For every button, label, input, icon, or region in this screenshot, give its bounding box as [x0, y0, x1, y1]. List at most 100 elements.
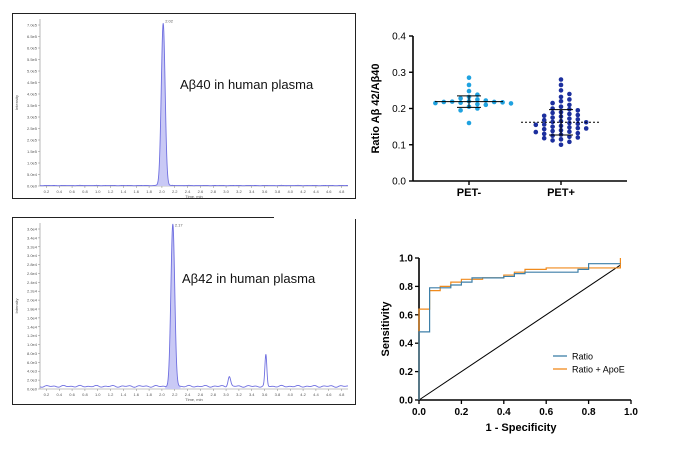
data-point [458, 100, 463, 105]
x-tick-label: 0.6 [69, 392, 75, 397]
chromatogram-top-annotation: Aβ40 in human plasma [180, 77, 314, 92]
y-tick-label: 5.5e5 [27, 57, 38, 62]
x-tick-label: PET- [457, 187, 482, 199]
y-tick-label: 1.0e4 [27, 342, 38, 347]
chromatogram-trace [39, 23, 349, 187]
peak-area-fill [165, 223, 181, 389]
y-tick-label: 3.0e4 [27, 253, 38, 258]
x-tick-label: PET+ [547, 187, 575, 199]
data-point [550, 110, 555, 116]
data-point [508, 101, 514, 106]
x-tick-label: 3.0 [223, 392, 229, 397]
y-tick-label: 1.4e4 [27, 324, 38, 329]
y-tick-label: 1.6e4 [27, 315, 38, 320]
data-point [558, 104, 564, 109]
x-tick-label: 3.8 [275, 189, 281, 194]
legend-label: Ratio [572, 352, 593, 362]
x-tick-label: 3.6 [262, 189, 268, 194]
chromatogram-bottom-svg: 0.0e0 2.0e3 4.0e3 6.0e3 8.0e3 1.0e4 1.2e4 1.4e4… [12, 217, 356, 405]
chromatogram-trace [39, 223, 349, 388]
y-axis-title: Sensitivity [380, 301, 392, 357]
x-tick-label: 1.4 [121, 189, 127, 194]
x-tick-label: 2.8 [210, 189, 216, 194]
x-tick-label: 2.0 [159, 392, 165, 397]
data-point [567, 134, 572, 140]
y-tick-label: 3.4e4 [27, 235, 38, 240]
y-tick-label: 3.6e4 [27, 227, 38, 232]
x-tick-label: 2.4 [185, 392, 191, 397]
y-tick-label: 1.8e4 [27, 307, 38, 312]
data-point [458, 96, 463, 101]
y-tick-label: 0.2 [392, 104, 406, 115]
data-point [558, 142, 564, 148]
data-point [567, 91, 572, 97]
data-point [558, 88, 564, 93]
data-point [550, 138, 555, 143]
x-tick-label: 1.6 [133, 392, 139, 397]
y-tick-label: 4.5e5 [27, 80, 38, 85]
data-point [466, 75, 472, 80]
data-point [567, 129, 572, 134]
x-tick-label: 0.4 [56, 392, 62, 397]
data-point [550, 124, 555, 129]
ratio-dotplot-svg: 0.0 0.1 0.2 0.3 0.4 Ratio Aβ 42/Aβ40 PET- PET+ [370, 32, 627, 199]
data-point [533, 129, 539, 135]
y-tick-label: 8.0e3 [27, 351, 38, 356]
x-tick-label: 1.8 [146, 189, 152, 194]
y-tick-label: 2.8e4 [27, 262, 38, 267]
y-tick-label: 2.0e3 [27, 378, 38, 383]
data-point [500, 100, 505, 105]
y-tick-label: 4.0e3 [27, 369, 38, 374]
chromatogram-bottom-annotation: Aβ42 in human plasma [182, 271, 316, 286]
x-tick-label: 4.4 [313, 189, 319, 194]
data-point [567, 120, 572, 126]
x-tick-label: 1.6 [133, 189, 139, 194]
data-point [558, 94, 564, 100]
data-point [558, 77, 564, 82]
x-tick-label: 3.8 [275, 392, 281, 397]
data-point [475, 101, 480, 107]
x-tick-label: 4.8 [339, 189, 345, 194]
data-point [567, 102, 572, 108]
x-tick-label: 0.2 [44, 189, 50, 194]
y-tick-label: 0.0e0 [27, 184, 38, 189]
x-tick-label: 0.6 [539, 407, 553, 418]
x-tick-label: 1.0 [624, 407, 638, 418]
x-tick-label: 0.6 [69, 189, 75, 194]
y-tick-label: 6.5e5 [27, 34, 38, 39]
y-axis-title: Intensity [14, 95, 19, 110]
x-tick-label: 2.6 [198, 392, 204, 397]
x-tick-label: 0.8 [582, 407, 596, 418]
y-tick-label: 7.0e5 [27, 23, 38, 28]
data-point [550, 115, 555, 120]
x-tick-label: 3.4 [249, 189, 255, 194]
y-axis-title: Ratio Aβ 42/Aβ40 [370, 63, 382, 153]
roc-curve-panel: 0.0 0.2 0.4 0.6 0.8 1.0 0.0 0.2 0.4 0.6 0.8 1.0 1 - … [375, 250, 655, 446]
data-point [466, 88, 472, 94]
peak-retention-label: 2.17 [175, 222, 184, 227]
data-point [483, 102, 489, 108]
chromatogram-top-panel: 0.0e0 5.0e4 1.0e5 1.5e5 2.0e5 2.5e5 3.0e5 3.5e5… [12, 13, 356, 199]
data-point [483, 98, 489, 103]
data-point [550, 106, 555, 111]
x-tick-label: 0.8 [82, 392, 88, 397]
x-tick-label: 2.8 [210, 392, 216, 397]
data-point [575, 130, 581, 136]
data-point [541, 131, 547, 137]
y-tick-label: 3.2e4 [27, 244, 38, 249]
y-axis-title: Intensity [14, 299, 19, 314]
data-point [575, 135, 581, 140]
chromatogram-top-svg: 0.0e0 5.0e4 1.0e5 1.5e5 2.0e5 2.5e5 3.0e5 3.5e5… [12, 13, 356, 199]
data-point [575, 125, 581, 131]
y-tick-label: 1.0e5 [27, 161, 38, 166]
data-point [466, 120, 472, 126]
x-tick-label: 0.2 [44, 392, 50, 397]
y-tick-label: 5.0e4 [27, 172, 38, 177]
y-tick-label: 2.6e4 [27, 271, 38, 276]
y-tick-label: 0.3 [392, 68, 406, 79]
x-tick-label: 0.4 [56, 189, 62, 194]
x-tick-label: 1.0 [95, 392, 101, 397]
data-point [475, 106, 480, 111]
ratio-dotplot-panel: 0.0 0.1 0.2 0.3 0.4 Ratio Aβ 42/Aβ40 PET- PET+ [365, 20, 645, 205]
y-tick-label: 3.5e5 [27, 103, 38, 108]
